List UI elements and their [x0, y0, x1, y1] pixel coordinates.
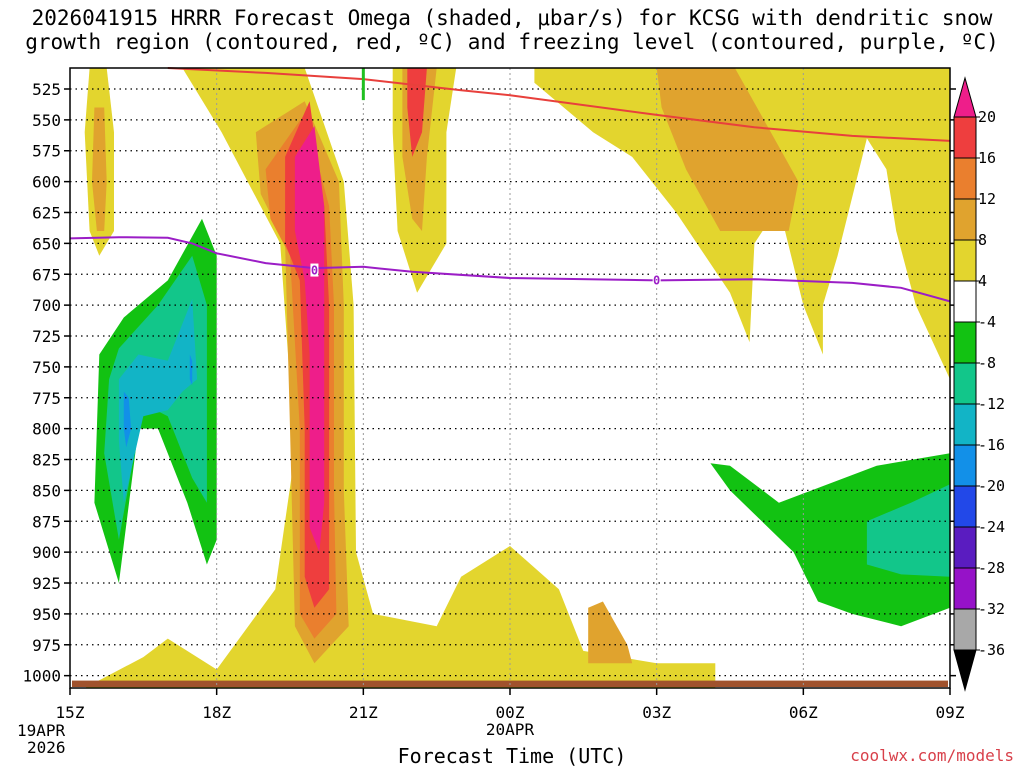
colorbar-label: -16	[978, 436, 1005, 454]
omega-region-19	[866, 484, 950, 577]
y-tick-label: 750	[32, 358, 61, 377]
x-axis-title: Forecast Time (UTC)	[397, 744, 627, 768]
omega-region-16	[123, 391, 132, 448]
colorbar-label: 20	[978, 108, 996, 126]
x-tick-label: 00Z	[496, 703, 525, 722]
chart-title: 2026041915 HRRR Forecast Omega (shaded, …	[0, 6, 1024, 54]
omega-region-9	[407, 68, 427, 157]
colorbar-bin--8..-4	[953, 321, 977, 364]
colorbar-label: 16	[978, 149, 996, 167]
colorbar-bin--4..4	[953, 280, 977, 323]
colorbar-label: 12	[978, 190, 996, 208]
colorbar-bin-12..16	[953, 157, 977, 200]
y-tick-label: 800	[32, 420, 61, 439]
colorbar-bin-16..20	[953, 116, 977, 159]
dgz-contour-line	[167, 67, 951, 142]
chart-title-line1: 2026041915 HRRR Forecast Omega (shaded, …	[31, 6, 993, 30]
y-tick-label: 650	[32, 234, 61, 253]
colorbar-label: -36	[978, 641, 1005, 659]
colorbar-bin--28..-24	[953, 526, 977, 569]
colorbar-label: -32	[978, 600, 1005, 618]
y-tick-label: 600	[32, 173, 61, 192]
y-tick-label: 825	[32, 451, 61, 470]
x-tick-label: 06Z	[789, 703, 818, 722]
colorbar-label: -24	[978, 518, 1005, 536]
omega-region-11	[656, 68, 799, 231]
start-date-year: 2026	[27, 738, 66, 757]
y-tick-label: 900	[32, 543, 61, 562]
colorbar-bin--20..-16	[953, 444, 977, 487]
colorbar: 20 16 12 8 4 -4 -8 -12 -16 -20 -24 -28 -32 -36	[953, 76, 1005, 692]
y-tick-label: 850	[32, 481, 61, 500]
omega-region-1	[92, 107, 107, 231]
omega-region-17	[189, 354, 193, 386]
colorbar-bin--32..-28	[953, 567, 977, 610]
y-tick-label: 775	[32, 389, 61, 408]
colorbar-bin--24..-20	[953, 485, 977, 528]
omega-shading-layer	[72, 68, 950, 688]
colorbar-bottom-triangle	[953, 649, 977, 692]
x-tick-label: 18Z	[202, 703, 231, 722]
x-tick-label: 15Z	[56, 703, 85, 722]
x-tick-label: 21Z	[349, 703, 378, 722]
colorbar-bin-8..12	[953, 198, 977, 241]
freezing-label-bg-1	[652, 273, 661, 287]
x-tick-sublabel: 20APR	[486, 720, 535, 739]
colorbar-bin--16..-12	[953, 403, 977, 446]
y-axis: 525 550 575 600 625 650 675 700 725 750 775 800 825 8…	[22, 80, 956, 686]
colorbar-bin-4..8	[953, 239, 977, 282]
omega-region-15	[118, 299, 198, 503]
y-tick-label: 525	[32, 80, 61, 99]
colorbar-label: -28	[978, 559, 1005, 577]
credit-link[interactable]: coolwx.com/models	[850, 746, 1014, 765]
colorbar-bin--12..-8	[953, 362, 977, 405]
y-tick-label: 975	[32, 636, 61, 655]
contour-layer: 00	[69, 67, 951, 303]
y-tick-label: 925	[32, 574, 61, 593]
x-tick-label: 09Z	[936, 703, 965, 722]
y-tick-label: 725	[32, 327, 61, 346]
freezing-level-line	[69, 236, 951, 303]
x-tick-label: 03Z	[642, 703, 671, 722]
colorbar-label: -8	[978, 354, 996, 372]
y-tick-label: 700	[32, 296, 61, 315]
y-tick-label: 625	[32, 204, 61, 223]
colorbar-label: 4	[978, 272, 987, 290]
freezing-level-label-0: 0	[311, 264, 318, 278]
chart-title-line2: growth region (contoured, red, ºC) and f…	[25, 30, 999, 54]
freezing-level-label-1: 0	[653, 273, 660, 287]
colorbar-top-triangle	[953, 76, 977, 118]
colorbar-label: -4	[978, 313, 996, 331]
omega-region-6	[294, 126, 325, 553]
y-tick-label: 875	[32, 512, 61, 531]
y-tick-label: 550	[32, 111, 61, 130]
y-tick-label: 675	[32, 265, 61, 284]
freezing-label-bg-0	[310, 263, 319, 277]
y-tick-label: 1000	[22, 667, 61, 686]
colorbar-label: 8	[978, 231, 987, 249]
colorbar-label: -12	[978, 395, 1005, 413]
start-date-day: 19APR	[17, 721, 66, 740]
colorbar-label: -20	[978, 477, 1005, 495]
colorbar-bin--36..-32	[953, 608, 977, 651]
y-tick-label: 575	[32, 142, 61, 161]
omega-region-12	[588, 601, 633, 664]
y-tick-label: 950	[32, 605, 61, 624]
